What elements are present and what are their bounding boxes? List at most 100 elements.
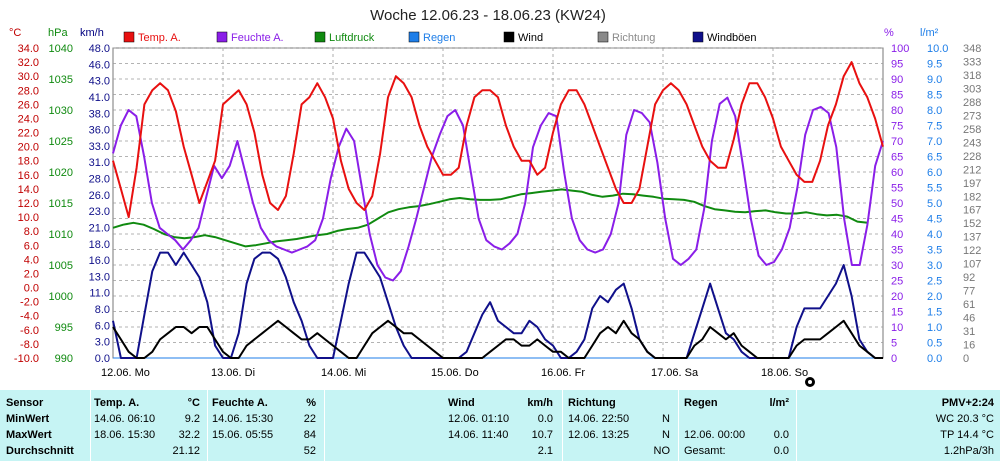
temp-tick-label: 4.0 [24,254,39,266]
press-tick-label: 1020 [49,167,73,179]
legend-swatch [314,31,326,43]
wind-tick-label: 23.0 [89,206,110,218]
press-tick-label: 1035 [49,74,73,86]
temp-tick-label: 10.0 [18,212,39,224]
wind-tick-label: 13.0 [89,271,110,283]
legend-swatch [503,31,515,43]
day-label: 16.06. Fr [541,367,585,379]
wind-tick-label: 16.0 [89,255,110,267]
wind-tick-label: 38.0 [89,108,110,120]
stats-row-label: MinWert [6,413,50,425]
stats-row-label: MaxWert [6,429,52,441]
wind-tick-label: 0.0 [95,353,110,365]
series-windb-en-line [112,251,883,359]
day-label: 14.06. Mi [321,367,366,379]
legend-label: Luftdruck [329,32,375,44]
wind-tick-label: 8.0 [95,304,110,316]
hum-tick-label: 20 [891,291,903,303]
dir-tick-label: 152 [963,218,981,230]
series-layer [112,61,884,359]
stats-header-temp: Temp. A. [94,397,140,409]
rain-tick-label: 6.0 [927,167,942,179]
stats-header-rain-unit: l/m² [769,397,789,409]
rain-tick-label: 4.5 [927,214,942,226]
stats-wind-value: 0.0 [537,413,553,425]
stats-temp-value: 9.2 [184,413,200,425]
legend-label: Feuchte A. [231,32,284,44]
chart-title: Woche 12.06.23 - 18.06.23 (KW24) [370,7,606,24]
press-tick-label: 1030 [49,105,73,117]
dir-tick-label: 303 [963,83,981,95]
stats-temp-time: 14.06. 06:10 [94,413,156,425]
hum-tick-label: 65 [891,152,903,164]
stats-rain-time: Gesamt: [684,445,726,457]
hum-tick-label: 5 [891,338,897,350]
press-tick-label: 1005 [49,260,73,272]
dir-tick-label: 107 [963,259,981,271]
rain-tick-label: 9.5 [927,59,942,71]
temp-tick-label: 24.0 [18,113,39,125]
dir-tick-label: 16 [963,340,975,352]
temp-tick-label: 30.0 [18,71,39,83]
dir-tick-label: 333 [963,56,981,68]
dir-tick-label: 182 [963,191,981,203]
hum-tick-label: 10 [891,322,903,334]
stats-row-label: Durchschnitt [6,445,74,457]
rain-tick-label: 3.0 [927,260,942,272]
stats-wind-time: 14.06. 11:40 [448,429,509,441]
grid [112,47,884,359]
rain-tick-label: 7.0 [927,136,942,148]
hum-tick-label: 100 [891,43,909,55]
wind-tick-label: 36.0 [89,125,110,137]
stats-hum-time: 15.06. 05:55 [212,429,274,441]
dir-tick-label: 318 [963,70,981,82]
rain-tick-label: 1.0 [927,322,942,334]
series-temp-a-line [112,61,884,219]
wind-tick-label: 26.0 [89,190,110,202]
rain-tick-label: 0.0 [927,353,942,365]
wind-tick-label: 18.0 [89,239,110,251]
hum-tick-label: 55 [891,183,903,195]
wind-unit-label: km/h [80,27,104,39]
press-tick-label: 1040 [49,43,73,55]
hum-tick-label: 35 [891,245,903,257]
hum-tick-label: 25 [891,276,903,288]
legend-label: Temp. A. [138,32,181,44]
dir-tick-label: 92 [963,272,975,284]
day-label: 18.06. So [761,367,808,379]
hum-tick-label: 45 [891,214,903,226]
dir-tick-label: 228 [963,151,981,163]
hum-unit-label: % [884,27,894,39]
chart-legend: Temp. A. Feuchte A. Luftdruck Regen Wind Rich… [123,31,757,44]
series-feuchte-a-line [112,96,884,282]
rain-tick-label: 8.5 [927,90,942,102]
hum-tick-label: 50 [891,198,903,210]
hum-tick-label: 15 [891,307,903,319]
stats-hum-value: 22 [303,413,316,425]
hum-tick-label: 90 [891,74,903,86]
temp-tick-label: 0.0 [24,283,39,295]
temp-tick-label: -10.0 [14,353,39,365]
series-wind-line [112,319,883,359]
wind-tick-label: 6.0 [95,320,110,332]
weather-chart: Woche 12.06.23 - 18.06.23 (KW24) °C hPa … [9,7,981,387]
stats-header-pmv: PMV+2:24 [941,397,994,409]
stats-extra-value: TP 14.4 °C [940,429,994,441]
stats-temp-value: 32.2 [178,429,200,441]
axis-ticks: 34.0 32.0 30.0 28.0 26.0 24.0 22.0 20.0 18.0 16.0… [14,43,981,365]
wind-tick-label: 33.0 [89,141,110,153]
stats-extra-value: WC 20.3 °C [935,413,994,425]
legend-swatch [216,31,228,43]
temp-tick-label: -2.0 [20,297,39,309]
temp-tick-label: -4.0 [20,311,39,323]
stats-header-sensor: Sensor [6,397,44,409]
stats-header-wind: Wind [448,397,475,409]
stats-temp-time: 18.06. 15:30 [94,429,156,441]
stats-header-dir: Richtung [568,397,616,409]
press-tick-label: 1010 [49,229,73,241]
temp-tick-label: 8.0 [24,226,39,238]
hum-tick-label: 40 [891,229,903,241]
rain-tick-label: 1.5 [927,307,942,319]
stats-extra-value: 1.2hPa/3h [943,445,994,457]
rain-tick-label: 8.0 [927,105,942,117]
